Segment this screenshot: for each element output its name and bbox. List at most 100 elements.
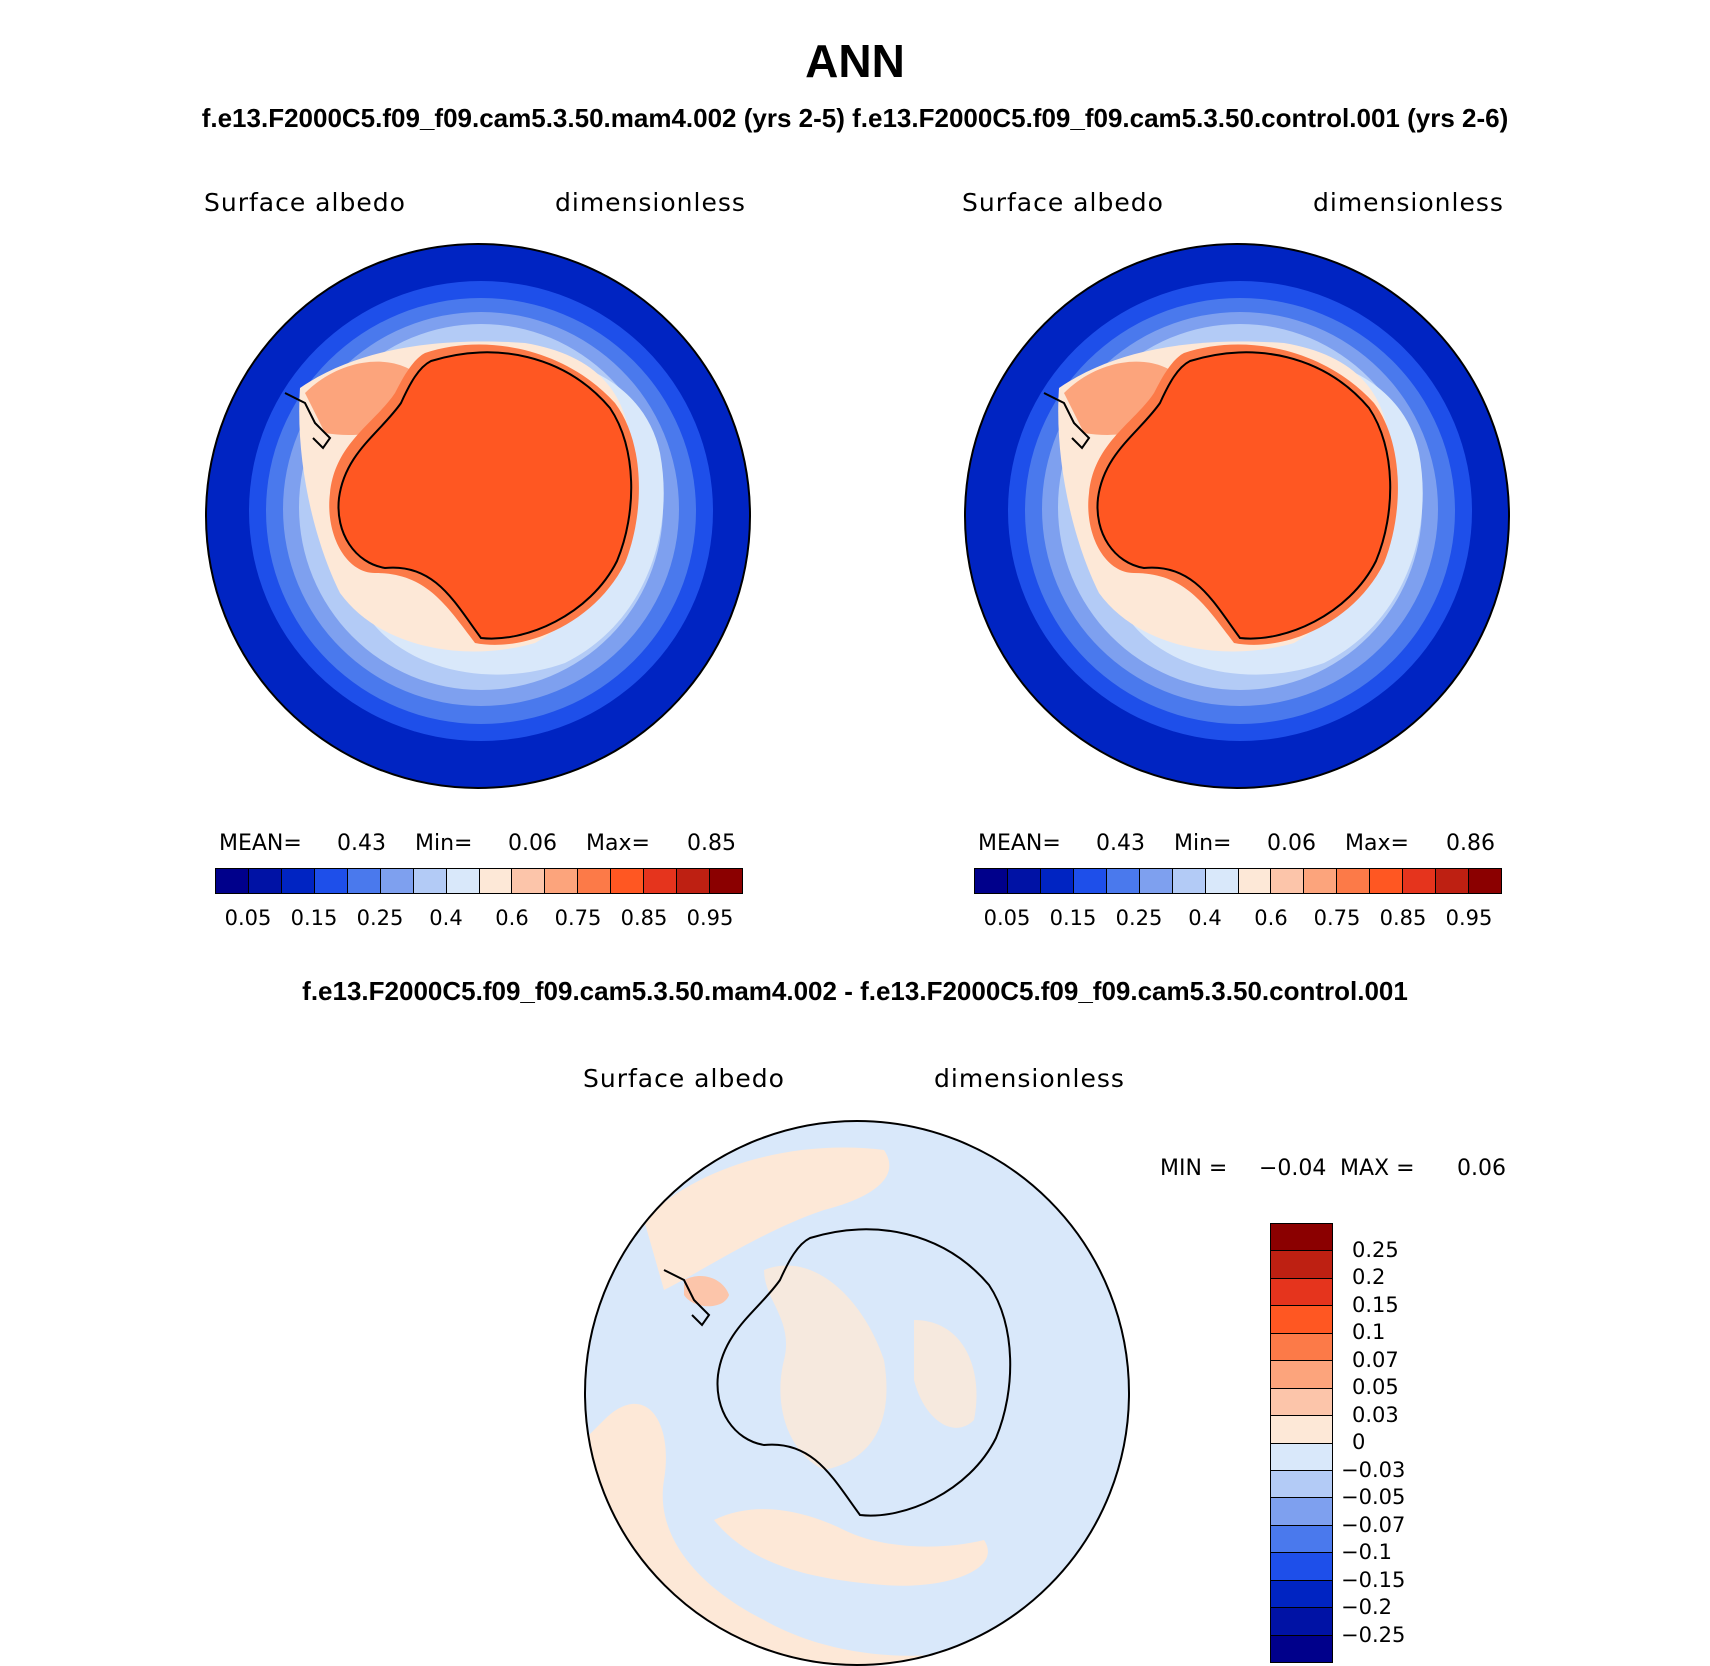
diff-colorbar-tick-label: 0	[1352, 1430, 1366, 1454]
diff-colorbar-tick-label: −0.25	[1341, 1622, 1406, 1647]
diff-max-label: MAX =	[1340, 1156, 1415, 1181]
colorbar-swatch	[512, 869, 546, 893]
colorbar-swatch	[1403, 869, 1437, 893]
panel2-max-label: Max=	[1345, 831, 1409, 856]
colorbar-swatch	[1205, 869, 1239, 893]
diff-colorbar-swatch	[1271, 1525, 1332, 1554]
case-names: f.e13.F2000C5.f09_f09.cam5.3.50.mam4.002…	[201, 103, 1509, 133]
diff-colorbar-swatch	[1271, 1416, 1332, 1444]
diff-colorbar-tick-label: 0.2	[1352, 1265, 1386, 1289]
diff-colorbar-tick-label: −0.15	[1341, 1567, 1406, 1592]
colorbar-swatch	[1040, 869, 1074, 893]
diff-colorbar-tick-label: 0.05	[1352, 1375, 1399, 1399]
diff-colorbar-tick-label: 0.1	[1352, 1320, 1386, 1344]
diff-colorbar-swatch	[1271, 1553, 1332, 1581]
colorbar-tick-label: 0.25	[356, 906, 404, 930]
panel1-units-label: dimensionless	[555, 188, 746, 217]
colorbar-tick-label: 0.05	[224, 906, 272, 930]
colorbar-tick-label: 0.15	[1049, 906, 1097, 930]
diff-colorbar-swatch	[1271, 1580, 1332, 1609]
diff-colorbar-swatch	[1271, 1608, 1332, 1636]
panel1-min-value: 0.06	[508, 831, 557, 856]
colorbar-tick-label: 0.95	[1445, 906, 1493, 930]
diff-colorbar-tick-label: −0.2	[1341, 1595, 1392, 1619]
diff-colorbar-tick-label: 0.07	[1352, 1347, 1399, 1372]
colorbar-swatch	[1106, 869, 1140, 893]
panel2-variable-label: Surface albedo	[962, 188, 1164, 217]
panel1-max-label: Max=	[586, 831, 650, 856]
colorbar-tick-label: 0.75	[554, 906, 602, 930]
colorbar-swatch	[1007, 869, 1041, 893]
colorbar-tick-label: 0.75	[1313, 906, 1361, 930]
panel1-variable-label: Surface albedo	[204, 188, 406, 217]
colorbar-swatch	[347, 869, 381, 893]
colorbar-swatch	[446, 869, 480, 893]
colorbar-tick-label: 0.4	[1188, 906, 1222, 930]
panel1-mean-label: MEAN=	[219, 831, 302, 856]
difference-colorbar	[1270, 1223, 1333, 1663]
diff-colorbar-tick-label: −0.07	[1341, 1512, 1406, 1537]
colorbar-swatch	[1304, 869, 1338, 893]
colorbar-swatch	[413, 869, 447, 893]
diff-max-value: 0.06	[1457, 1156, 1506, 1181]
colorbar-swatch	[1370, 869, 1404, 893]
diff-colorbar-swatch	[1271, 1443, 1332, 1471]
colorbar-swatch	[479, 869, 513, 893]
difference-title: f.e13.F2000C5.f09_f09.cam5.3.50.mam4.002…	[302, 976, 1408, 1006]
panel2-colorbar	[974, 868, 1502, 894]
colorbar-swatch	[248, 869, 282, 893]
panel1-colorbar	[215, 868, 743, 894]
colorbar-swatch	[545, 869, 579, 893]
colorbar-swatch	[314, 869, 348, 893]
colorbar-tick-label: 0.6	[1254, 906, 1288, 930]
colorbar-swatch	[1271, 869, 1305, 893]
colorbar-swatch	[611, 869, 645, 893]
diff-colorbar-swatch	[1271, 1388, 1332, 1417]
diff-colorbar-swatch	[1271, 1278, 1332, 1307]
colorbar-swatch	[1238, 869, 1272, 893]
colorbar-swatch	[1436, 869, 1470, 893]
colorbar-swatch	[216, 869, 249, 893]
diff-min-value: −0.04	[1259, 1156, 1327, 1181]
colorbar-swatch	[677, 869, 711, 893]
diff-colorbar-tick-label: 0.15	[1352, 1292, 1399, 1317]
colorbar-tick-label: 0.25	[1115, 906, 1163, 930]
colorbar-tick-label: 0.4	[429, 906, 463, 930]
diff-colorbar-tick-label: −0.03	[1341, 1457, 1406, 1482]
diff-min-label: MIN =	[1160, 1156, 1228, 1181]
colorbar-tick-label: 0.85	[620, 906, 668, 930]
diff-colorbar-swatch	[1271, 1361, 1332, 1389]
panel1-polar-map	[205, 243, 751, 789]
colorbar-swatch	[975, 869, 1008, 893]
panel2-polar-map	[964, 243, 1510, 789]
diff-colorbar-swatch	[1271, 1251, 1332, 1279]
diff-colorbar-swatch	[1271, 1224, 1332, 1252]
panel1-mean-value: 0.43	[337, 831, 386, 856]
page-title: ANN	[805, 35, 905, 87]
colorbar-swatch	[1073, 869, 1107, 893]
panel2-mean-label: MEAN=	[978, 831, 1061, 856]
diff-colorbar-swatch	[1271, 1635, 1332, 1662]
panel1-max-value: 0.85	[687, 831, 736, 856]
colorbar-swatch	[578, 869, 612, 893]
colorbar-swatch	[644, 869, 678, 893]
colorbar-swatch	[1337, 869, 1371, 893]
diff-colorbar-tick-label: −0.05	[1341, 1485, 1406, 1509]
colorbar-tick-label: 0.6	[495, 906, 529, 930]
colorbar-swatch	[1172, 869, 1206, 893]
colorbar-swatch	[281, 869, 315, 893]
diff-colorbar-tick-label: 0.25	[1352, 1237, 1399, 1262]
panel2-min-value: 0.06	[1267, 831, 1316, 856]
diff-units-label: dimensionless	[934, 1064, 1125, 1093]
diff-colorbar-tick-label: 0.03	[1352, 1402, 1399, 1427]
diff-colorbar-swatch	[1271, 1470, 1332, 1499]
colorbar-swatch	[380, 869, 414, 893]
colorbar-tick-label: 0.85	[1379, 906, 1427, 930]
panel2-mean-value: 0.43	[1096, 831, 1145, 856]
panel2-units-label: dimensionless	[1313, 188, 1504, 217]
panel2-min-label: Min=	[1174, 831, 1232, 856]
panel1-min-label: Min=	[415, 831, 473, 856]
difference-polar-map	[584, 1120, 1130, 1666]
diff-colorbar-swatch	[1271, 1306, 1332, 1334]
colorbar-tick-label: 0.95	[686, 906, 734, 930]
